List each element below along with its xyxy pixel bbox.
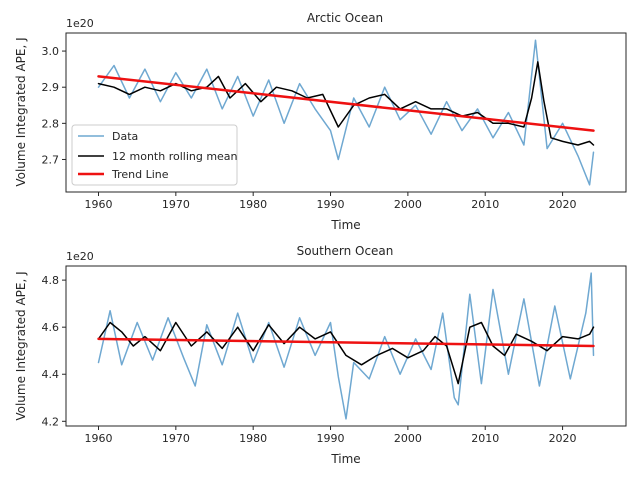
- x-tick-label: 2020: [549, 432, 577, 445]
- x-tick-label: 2010: [471, 198, 499, 211]
- series-layer: [97, 272, 595, 420]
- x-tick-label: 1990: [317, 432, 345, 445]
- series-line-trend-line: [97, 337, 595, 348]
- chart-title: Southern Ocean: [297, 244, 394, 258]
- x-axis-label: Time: [330, 218, 360, 232]
- x-axis-ticks: 1960 1970 1980 1990 2000 2010 2020: [84, 426, 577, 445]
- chart-title: Arctic Ocean: [307, 11, 383, 25]
- y-tick-label: 2.7: [42, 153, 60, 166]
- x-axis-label: Time: [330, 452, 360, 466]
- y-offset-text: 1e20: [66, 17, 94, 30]
- x-tick-label: 2010: [471, 432, 499, 445]
- y-axis-label: Volume Integrated APE, J: [14, 271, 28, 420]
- series-layer: [97, 39, 595, 186]
- plot-frame: [65, 265, 627, 427]
- x-tick-label: 1980: [239, 432, 267, 445]
- y-tick-label: 4.4: [42, 368, 60, 381]
- legend-label-data: Data: [112, 130, 138, 143]
- legend: Data 12 month rolling mean Trend Line: [71, 124, 238, 186]
- y-tick-label: 4.6: [42, 321, 60, 334]
- y-offset-text: 1e20: [66, 250, 94, 263]
- y-tick-label: 4.8: [42, 274, 60, 287]
- y-axis-ticks: 2.7 2.8 2.9 3.0: [42, 45, 66, 166]
- x-tick-label: 2000: [394, 432, 422, 445]
- plot-frame: [65, 32, 627, 193]
- legend-box: [71, 124, 238, 186]
- y-axis-ticks: 4.2 4.4 4.6 4.8: [42, 274, 66, 428]
- x-tick-label: 2020: [549, 198, 577, 211]
- y-tick-label: 4.2: [42, 415, 60, 428]
- x-tick-label: 1970: [162, 198, 190, 211]
- y-tick-label: 2.8: [42, 117, 60, 130]
- southern-ocean-panel: Southern Ocean 1e20 1960 1970 1980 1990 2000…: [14, 244, 627, 466]
- series-line-data: [97, 272, 595, 420]
- x-axis-ticks: 1960 1970 1980 1990 2000 2010 2020: [84, 192, 577, 211]
- series-line-trend-line: [97, 75, 595, 132]
- x-tick-label: 1980: [239, 198, 267, 211]
- y-axis-label: Volume Integrated APE, J: [14, 37, 28, 186]
- series-line-data: [97, 39, 595, 186]
- y-tick-label: 3.0: [42, 45, 60, 58]
- legend-label-trend-line: Trend Line: [111, 168, 169, 181]
- legend-label-rolling-mean: 12 month rolling mean: [112, 150, 238, 163]
- arctic-ocean-panel: Arctic Ocean 1e20 1960 1970 1980 1990 2000 20…: [14, 11, 627, 232]
- x-tick-label: 1970: [162, 432, 190, 445]
- x-tick-label: 1990: [317, 198, 345, 211]
- x-tick-label: 1960: [84, 198, 112, 211]
- y-tick-label: 2.9: [42, 81, 60, 94]
- series-line-12-month-rolling-mean: [97, 321, 595, 385]
- x-tick-label: 1960: [84, 432, 112, 445]
- series-line-12-month-rolling-mean: [97, 61, 595, 146]
- x-tick-label: 2000: [394, 198, 422, 211]
